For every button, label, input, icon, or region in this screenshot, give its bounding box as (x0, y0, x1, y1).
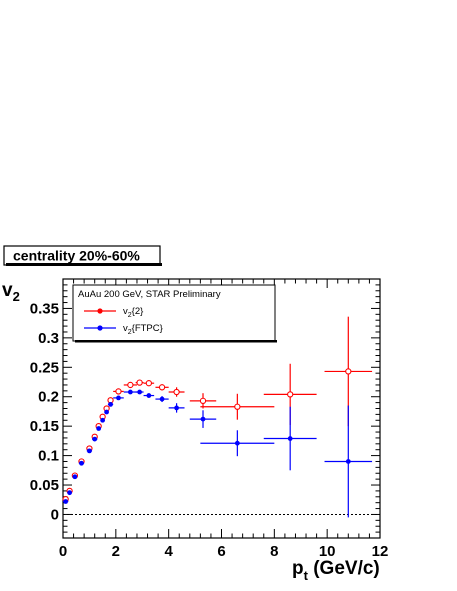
data-point (173, 388, 180, 396)
x-tick-label: 0 (59, 543, 67, 560)
legend-marker-v2-2 (97, 308, 103, 314)
x-axis-title-sub: t (304, 568, 309, 583)
data-point (127, 389, 133, 395)
tick-labels: 0 2 4 6 8 10 12 0 0.05 0.1 0.15 0.2 0.25 0.3 0.35 (30, 300, 389, 560)
data-point (158, 384, 166, 391)
x-axis-title-main: p (292, 558, 304, 579)
y-tick-label: 0.35 (30, 300, 59, 317)
data-point (100, 417, 106, 423)
legend-entry-v2-2: v2{2} (123, 306, 143, 319)
data-point (200, 416, 206, 422)
data-point (136, 379, 143, 386)
legend-entry-v2-2-suffix: {2} (132, 306, 144, 317)
x-tick-label: 12 (372, 543, 389, 560)
legend-entry-v2-ftpc-sub: 2 (128, 329, 132, 336)
data-point (146, 393, 152, 398)
legend-marker-v2-ftpc (97, 325, 103, 331)
data-point (345, 368, 352, 375)
series-v2-2 (62, 316, 373, 503)
data-point (116, 395, 121, 401)
y-tick-label: 0.1 (38, 448, 59, 465)
legend-entry-v2-ftpc-suffix: {FTPC} (132, 323, 163, 334)
legend-header: AuAu 200 GeV, STAR Preliminary (78, 289, 221, 300)
data-point (87, 448, 92, 454)
y-tick-label: 0.25 (30, 359, 59, 376)
x-tick-label: 8 (270, 543, 278, 560)
legend-box (72, 284, 276, 342)
data-point (199, 397, 207, 404)
y-tick-label: 0.2 (38, 389, 59, 406)
data-point (67, 490, 73, 496)
x-tick-label: 2 (112, 543, 120, 560)
legend-entry-v2-2-sub: 2 (128, 312, 132, 319)
y-axis-title-main: v (2, 280, 13, 301)
data-point (234, 403, 241, 410)
legend-entry-v2-ftpc: v2{FTPC} (123, 323, 163, 336)
y-axis-title-sub: 2 (13, 289, 20, 304)
data-point (159, 396, 165, 402)
x-tick-label: 4 (164, 543, 173, 560)
data-point (145, 380, 153, 387)
data-point (79, 460, 84, 466)
data-point (104, 409, 109, 415)
x-tick-label: 6 (217, 543, 225, 560)
y-tick-label: 0 (51, 506, 59, 523)
y-tick-label: 0.15 (30, 418, 59, 435)
data-point (96, 426, 102, 431)
data-point (137, 389, 143, 395)
x-tick-label: 10 (319, 543, 336, 560)
data-point (108, 401, 113, 407)
centrality-label-text: centrality 20%-60% (13, 248, 140, 264)
y-axis-title: v2 (2, 280, 20, 304)
data-point (234, 440, 240, 446)
data-point (345, 459, 351, 464)
legend: AuAu 200 GeV, STAR Preliminary v2{2} v2{… (72, 284, 277, 343)
axis-ticks (62, 279, 381, 539)
data-point (174, 405, 179, 411)
series-v2-ftpc (63, 389, 373, 518)
data-point (127, 381, 134, 389)
data-point (287, 391, 294, 398)
data-point (72, 474, 78, 480)
legend-entry-v2-ftpc-prefix: v (123, 323, 128, 334)
legend-entry-v2-2-prefix: v (123, 306, 128, 317)
y-tick-label: 0.3 (38, 330, 59, 347)
data-point (287, 436, 293, 441)
data-series (62, 316, 373, 518)
legend-shadow (75, 340, 277, 343)
y-tick-label: 0.05 (30, 477, 59, 494)
x-axis-title-unit: (GeV/c) (308, 558, 380, 579)
centrality-label: centrality 20%-60% (3, 245, 162, 266)
data-point (63, 499, 69, 504)
centrality-label-shadow (6, 263, 162, 266)
data-point (92, 436, 98, 442)
x-axis-title: pt (GeV/c) (292, 558, 380, 583)
data-point (115, 388, 122, 395)
